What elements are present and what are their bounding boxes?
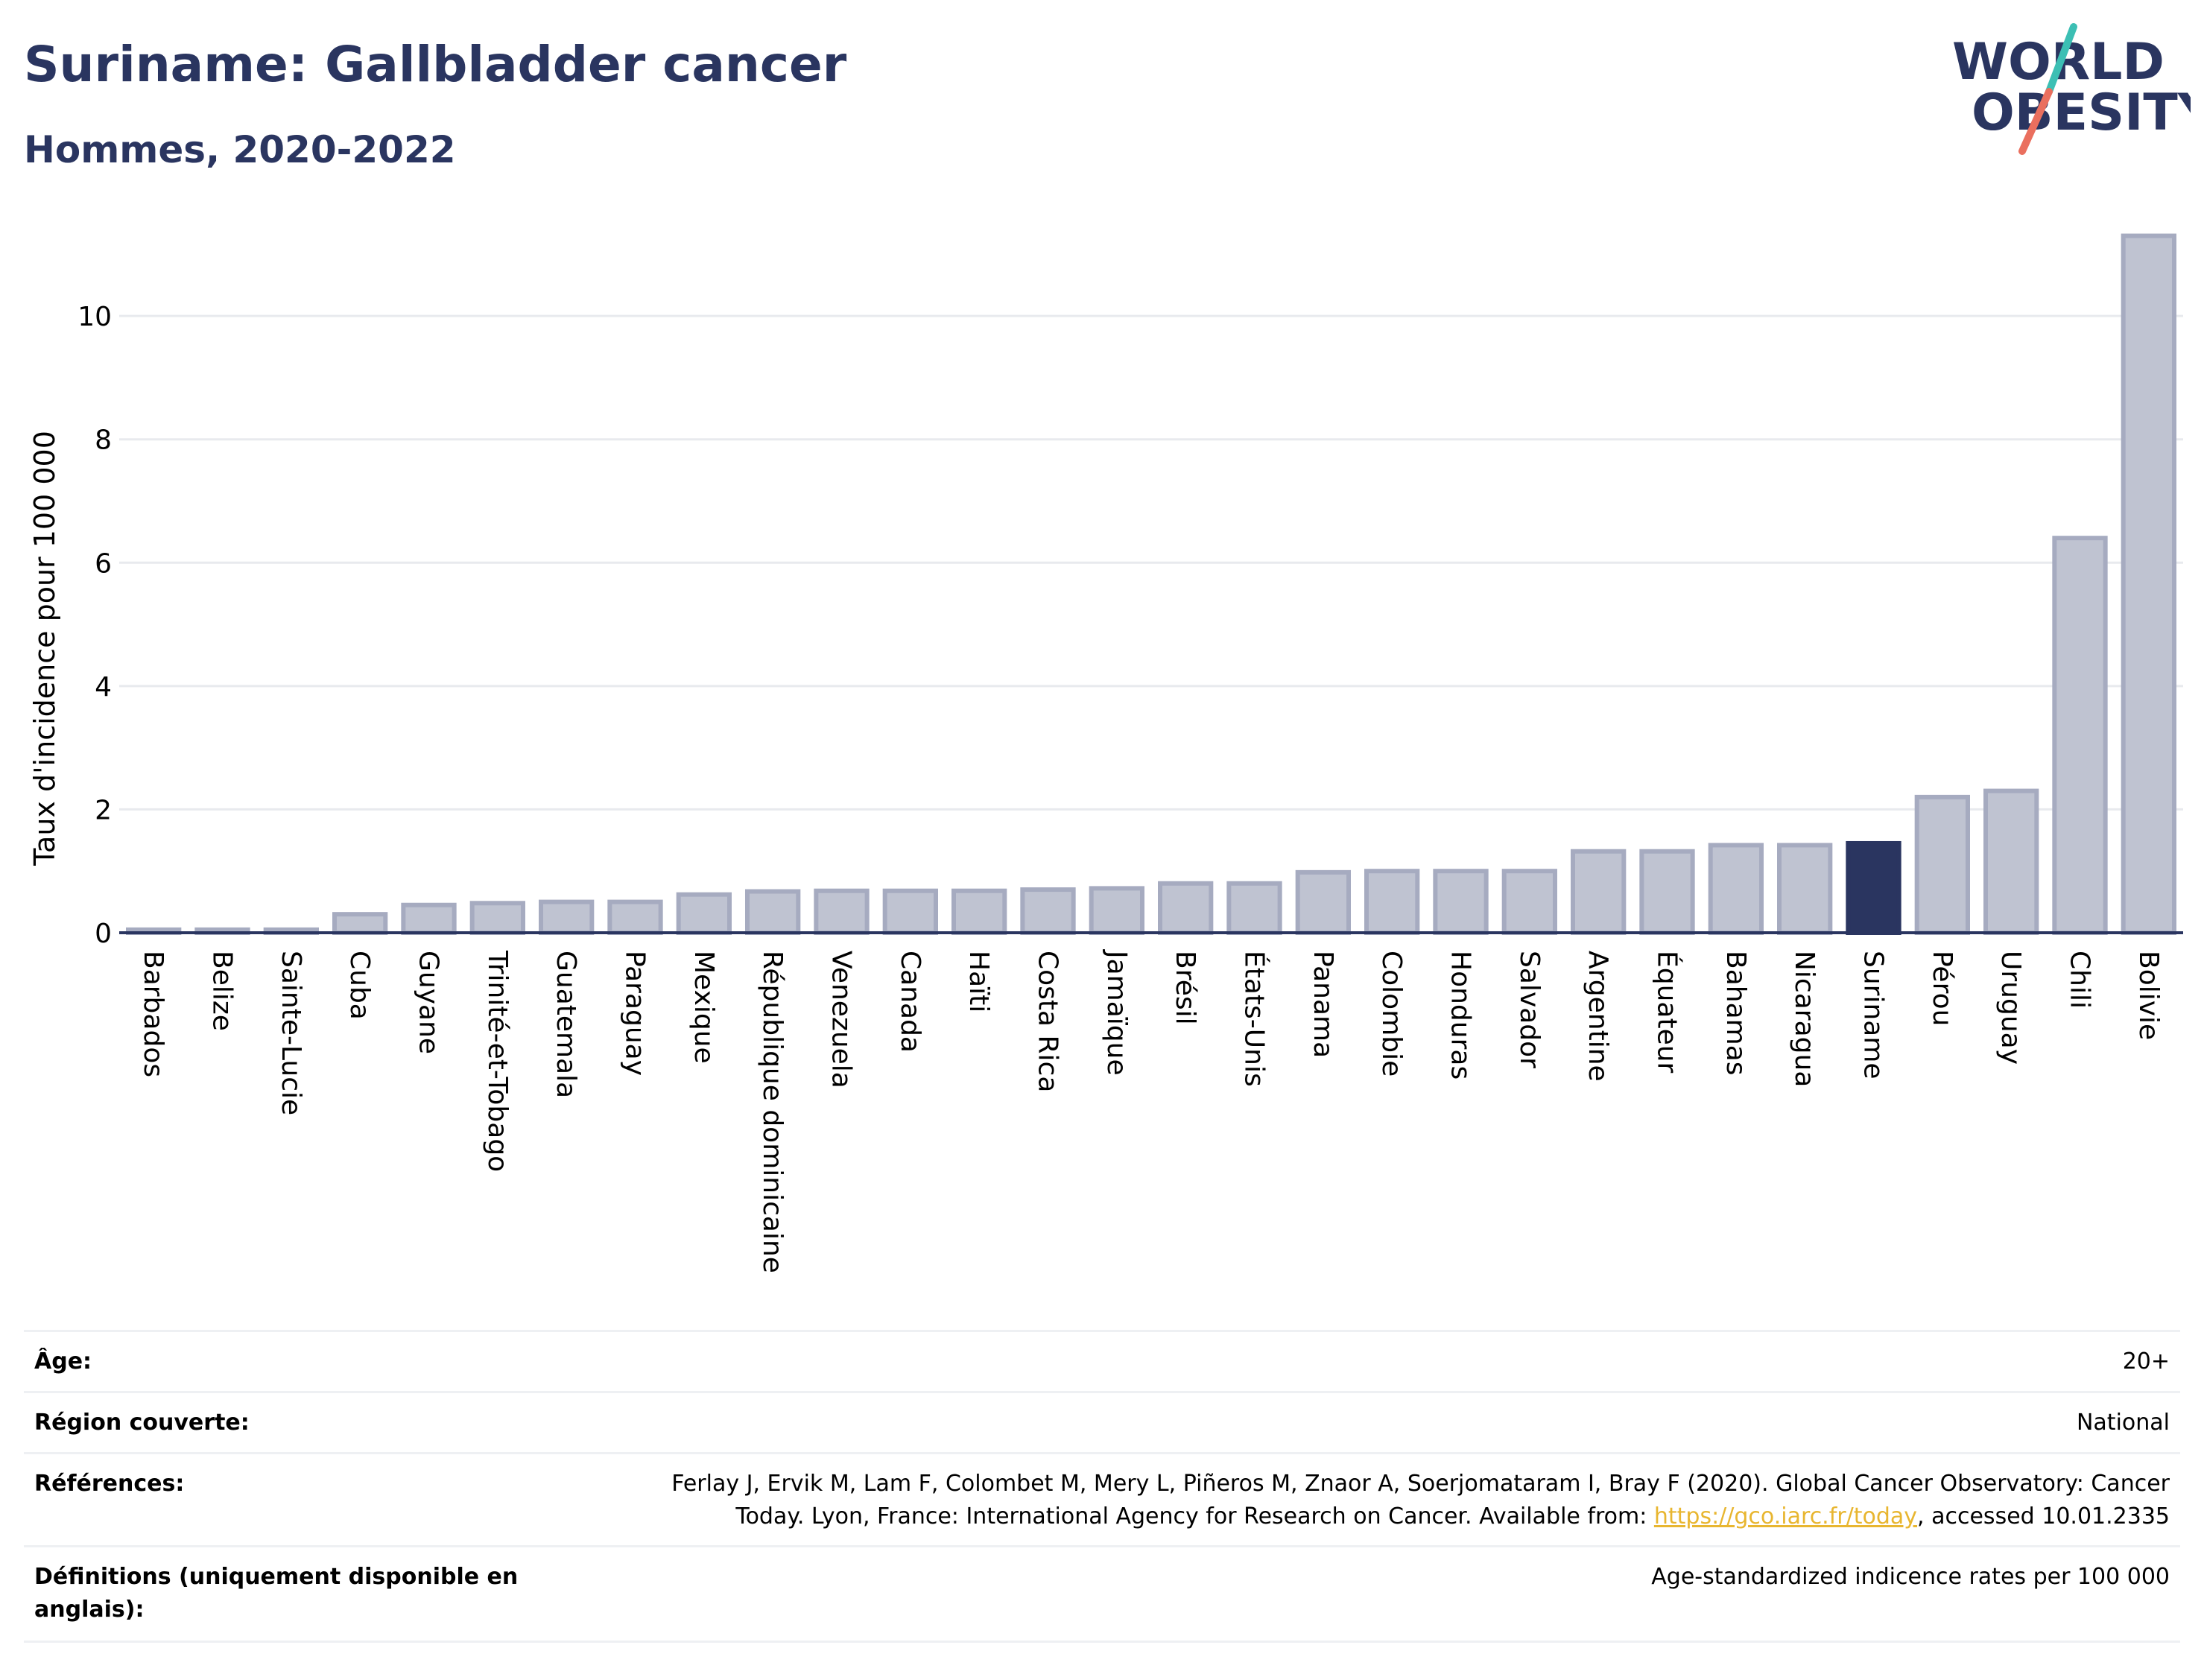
bar-costa-rica <box>1020 887 1076 935</box>
meta-row-references: Références: Ferlay J, Ervik M, Lam F, Co… <box>24 1452 2180 1547</box>
x-tick-label: Costa Rica <box>1033 951 1063 1092</box>
meta-references-text: Today. Lyon, France: International Agenc… <box>735 1503 1654 1530</box>
meta-references-line1: Ferlay J, Ervik M, Lam F, Colombet M, Me… <box>671 1471 2170 1497</box>
bar-guyane <box>401 902 457 935</box>
bar-cuba <box>332 912 388 935</box>
bar-suriname <box>1846 840 1901 935</box>
bar-jama-que <box>1089 886 1144 935</box>
bar-salvador <box>1501 869 1557 936</box>
x-tick-label: Panama <box>1308 951 1338 1058</box>
bar-bolivie <box>2121 233 2176 935</box>
meta-references-accessed: , accessed 10.01.2335 <box>1917 1503 2170 1530</box>
y-tick-labels: 0 2 4 6 8 10 <box>77 302 112 949</box>
bar-bahamas <box>1708 843 1764 936</box>
x-tick-label: Colombie <box>1376 951 1407 1077</box>
x-tick-label: Nicaragua <box>1789 951 1820 1087</box>
x-tick-label: Bahamas <box>1720 951 1751 1076</box>
meta-references-line2: Today. Lyon, France: International Agenc… <box>671 1500 2170 1533</box>
logo-text-line2: OBESITY <box>1972 83 2191 142</box>
logo-slash-coral <box>2018 88 2053 155</box>
x-tick-label: Suriname <box>1858 951 1889 1080</box>
x-tick-label: Brésil <box>1170 951 1200 1025</box>
x-tick-label: Paraguay <box>620 951 650 1076</box>
y-tick-label: 10 <box>77 302 112 332</box>
bar-mexique <box>676 892 732 936</box>
x-tick-label: Barbados <box>138 951 168 1077</box>
x-tick-label: Haïti <box>963 951 994 1012</box>
x-tick-label: Honduras <box>1445 951 1476 1080</box>
y-tick-label: 4 <box>95 672 112 703</box>
x-tick-label: Argentine <box>1583 951 1613 1082</box>
meta-age-label: Âge: <box>34 1348 92 1375</box>
meta-references-label: Références: <box>34 1471 185 1497</box>
x-tick-label: Bolivie <box>2133 951 2164 1040</box>
bar-r-publique-dominicaine <box>745 889 801 935</box>
bar-uruguay <box>1983 788 2039 935</box>
meta-definitions-label: Définitions (uniquement disponible en an… <box>34 1564 519 1623</box>
x-tick-label: Canada <box>895 951 925 1053</box>
x-tick-label: États-Unis <box>1239 951 1270 1087</box>
bar-chili <box>2052 536 2108 935</box>
x-tick-labels: Barbados Belize Sainte-Lucie Cuba Guyane Trin… <box>138 949 2164 1273</box>
meta-region-label: Région couverte: <box>34 1410 250 1436</box>
bar-honduras <box>1433 869 1489 936</box>
bar-canada <box>882 888 938 936</box>
meta-row-definitions: Définitions (uniquement disponible en an… <box>24 1545 2180 1643</box>
bar-argentine <box>1571 849 1627 935</box>
meta-references-link[interactable]: https://gco.iarc.fr/today <box>1653 1503 1918 1530</box>
x-tick-label: Mexique <box>688 951 719 1064</box>
x-tick-label: Équateur <box>1652 951 1683 1074</box>
bar-paraguay <box>607 899 663 935</box>
x-tick-label: Venezuela <box>826 951 857 1088</box>
grid-lines <box>119 314 2183 811</box>
x-tick-label: Sainte-Lucie <box>276 951 306 1115</box>
chart-subtitle: Hommes, 2020-2022 <box>24 128 456 171</box>
bar-panama <box>1295 869 1351 935</box>
x-tick-label: Salvador <box>1514 951 1545 1068</box>
x-tick-label: République dominicaine <box>757 951 788 1273</box>
meta-row-age: Âge: 20+ <box>24 1330 2180 1393</box>
bar-chart: 0 2 4 6 8 10 Barbados Belize Sainte-Lucie Cuba Gu… <box>77 233 2183 1273</box>
bar-ha-ti <box>951 888 1007 936</box>
x-tick-label: Cuba <box>344 951 375 1020</box>
bar-nicaragua <box>1777 843 1833 936</box>
bar-venezuela <box>814 888 870 936</box>
meta-row-region: Région couverte: National <box>24 1391 2180 1454</box>
y-tick-label: 6 <box>95 548 112 579</box>
bar--tats-unis <box>1226 881 1282 936</box>
y-axis-label: Taux d'incidence pour 100 000 <box>28 431 61 866</box>
meta-definitions-value: Age-standardized indicence rates per 100… <box>1651 1564 2170 1590</box>
y-tick-label: 0 <box>95 919 112 949</box>
x-tick-label: Trinité-et-Tobago <box>482 950 513 1172</box>
x-tick-label: Guatemala <box>551 951 581 1098</box>
y-tick-label: 2 <box>95 795 112 825</box>
x-tick-label: Pérou <box>1927 951 1957 1026</box>
x-tick-label: Belize <box>207 951 238 1031</box>
bar-br-sil <box>1158 881 1214 936</box>
bar-trinit-et-tobago <box>469 901 525 936</box>
bars <box>126 233 2176 936</box>
world-obesity-logo: WORLD OBESITY <box>1952 23 2191 155</box>
bar--quateur <box>1639 849 1695 935</box>
chart-title: Suriname: Gallbladder cancer <box>24 36 847 93</box>
x-tick-label: Guyane <box>414 951 444 1054</box>
bar-guatemala <box>539 899 595 935</box>
meta-age-value: 20+ <box>2122 1348 2170 1375</box>
x-tick-label: Chili <box>2065 951 2095 1009</box>
y-tick-label: 8 <box>95 425 112 456</box>
meta-references-value: Ferlay J, Ervik M, Lam F, Colombet M, Me… <box>671 1468 2170 1533</box>
x-tick-label: Jamaïque <box>1101 949 1132 1076</box>
bar-colombie <box>1364 869 1420 936</box>
metadata-table: Âge: 20+ Région couverte: National Référ… <box>24 1330 2180 1643</box>
x-tick-label: Uruguay <box>1995 951 2026 1065</box>
logo-slash-teal <box>2045 23 2077 95</box>
bar-p-rou <box>1914 794 1970 936</box>
meta-region-value: National <box>2076 1410 2170 1436</box>
